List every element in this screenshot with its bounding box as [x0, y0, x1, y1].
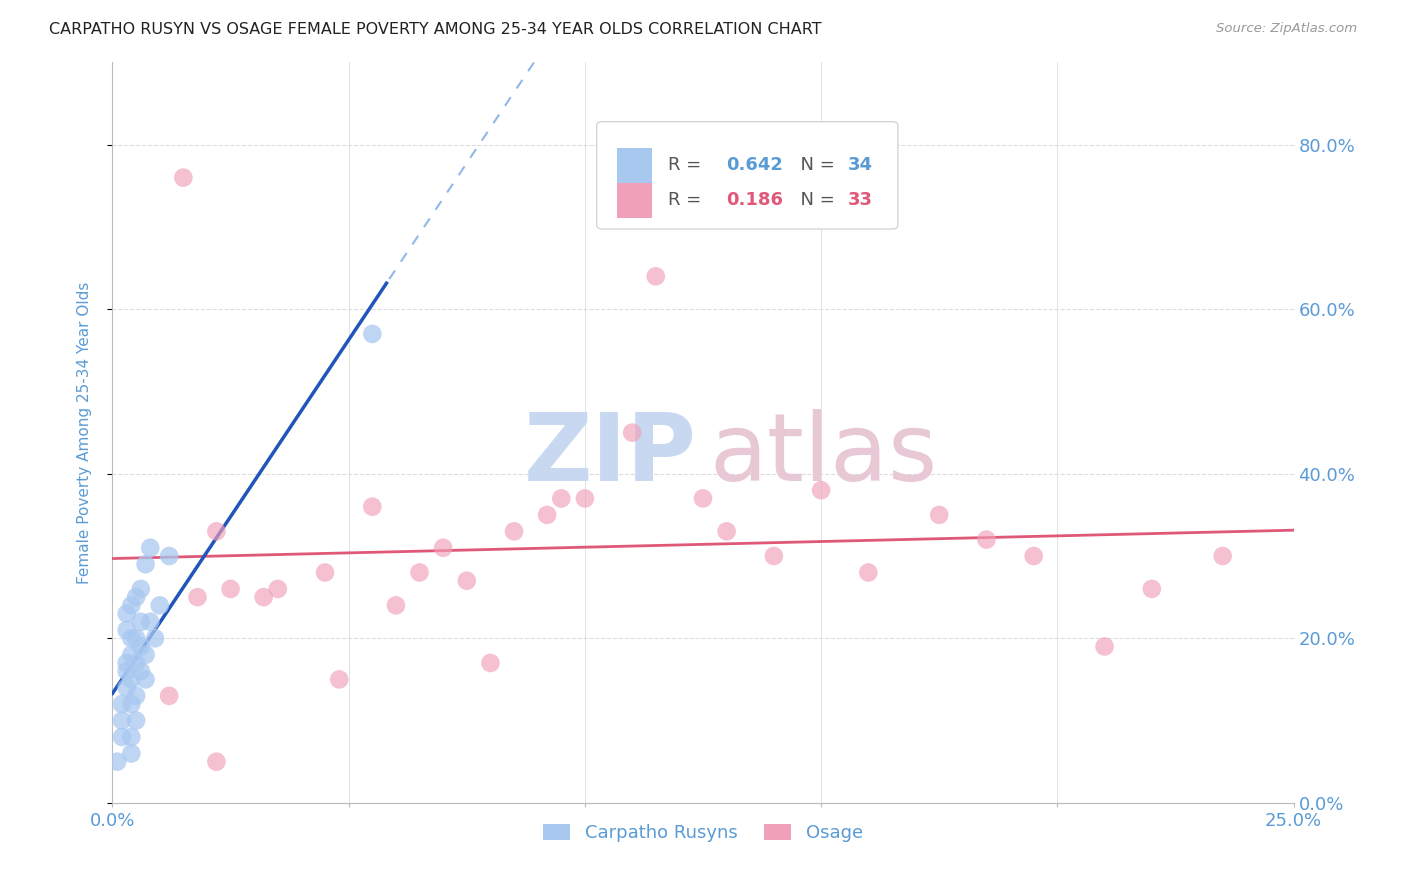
- Point: [115, 681, 138, 695]
- Point: [129, 615, 152, 629]
- Point: [129, 582, 152, 596]
- Text: 0.186: 0.186: [727, 191, 783, 210]
- Point: [125, 689, 148, 703]
- Point: [125, 632, 148, 646]
- Point: [976, 533, 998, 547]
- Point: [111, 697, 134, 711]
- Point: [432, 541, 454, 555]
- Point: [157, 689, 180, 703]
- Point: [550, 491, 572, 506]
- Text: 34: 34: [848, 156, 873, 174]
- Point: [503, 524, 526, 539]
- Point: [120, 747, 142, 761]
- Point: [692, 491, 714, 506]
- Point: [267, 582, 290, 596]
- Text: R =: R =: [668, 191, 713, 210]
- Point: [928, 508, 950, 522]
- Point: [120, 648, 142, 662]
- Point: [139, 615, 162, 629]
- Point: [129, 640, 152, 654]
- Point: [139, 541, 162, 555]
- Point: [105, 755, 128, 769]
- Point: [328, 673, 350, 687]
- Point: [120, 632, 142, 646]
- Point: [621, 425, 644, 440]
- Point: [149, 599, 172, 613]
- Point: [219, 582, 242, 596]
- Point: [125, 714, 148, 728]
- Point: [129, 664, 152, 678]
- Point: [120, 673, 142, 687]
- Point: [120, 697, 142, 711]
- Point: [115, 607, 138, 621]
- FancyBboxPatch shape: [596, 121, 898, 229]
- Point: [858, 566, 880, 580]
- Point: [120, 599, 142, 613]
- Point: [385, 599, 408, 613]
- Point: [1140, 582, 1163, 596]
- Point: [125, 590, 148, 604]
- Text: 33: 33: [848, 191, 873, 210]
- Point: [135, 558, 157, 572]
- Point: [205, 755, 228, 769]
- Point: [716, 524, 738, 539]
- Point: [361, 326, 384, 341]
- Point: [125, 656, 148, 670]
- Y-axis label: Female Poverty Among 25-34 Year Olds: Female Poverty Among 25-34 Year Olds: [77, 282, 91, 583]
- Point: [135, 648, 157, 662]
- Point: [536, 508, 558, 522]
- Text: N =: N =: [789, 156, 846, 174]
- Point: [120, 730, 142, 744]
- Point: [574, 491, 596, 506]
- Point: [361, 500, 384, 514]
- Point: [253, 590, 276, 604]
- Point: [1094, 640, 1116, 654]
- Text: R =: R =: [668, 156, 713, 174]
- Text: CARPATHO RUSYN VS OSAGE FEMALE POVERTY AMONG 25-34 YEAR OLDS CORRELATION CHART: CARPATHO RUSYN VS OSAGE FEMALE POVERTY A…: [49, 22, 823, 37]
- Point: [479, 656, 502, 670]
- Point: [1212, 549, 1234, 563]
- Point: [314, 566, 336, 580]
- Point: [172, 170, 194, 185]
- Text: 0.642: 0.642: [727, 156, 783, 174]
- Point: [408, 566, 430, 580]
- Point: [115, 623, 138, 637]
- Point: [810, 483, 832, 498]
- Legend: Carpatho Rusyns, Osage: Carpatho Rusyns, Osage: [536, 816, 870, 849]
- Point: [205, 524, 228, 539]
- Point: [143, 632, 166, 646]
- Point: [762, 549, 785, 563]
- Point: [644, 269, 666, 284]
- Point: [186, 590, 208, 604]
- Point: [157, 549, 180, 563]
- Bar: [617, 147, 652, 183]
- Text: ZIP: ZIP: [524, 409, 697, 500]
- Point: [135, 673, 157, 687]
- Point: [456, 574, 478, 588]
- Point: [1022, 549, 1045, 563]
- Point: [115, 664, 138, 678]
- Text: N =: N =: [789, 191, 846, 210]
- Text: atlas: atlas: [709, 409, 938, 500]
- Text: Source: ZipAtlas.com: Source: ZipAtlas.com: [1216, 22, 1357, 36]
- Point: [115, 656, 138, 670]
- Bar: [617, 183, 652, 219]
- Point: [111, 730, 134, 744]
- Point: [111, 714, 134, 728]
